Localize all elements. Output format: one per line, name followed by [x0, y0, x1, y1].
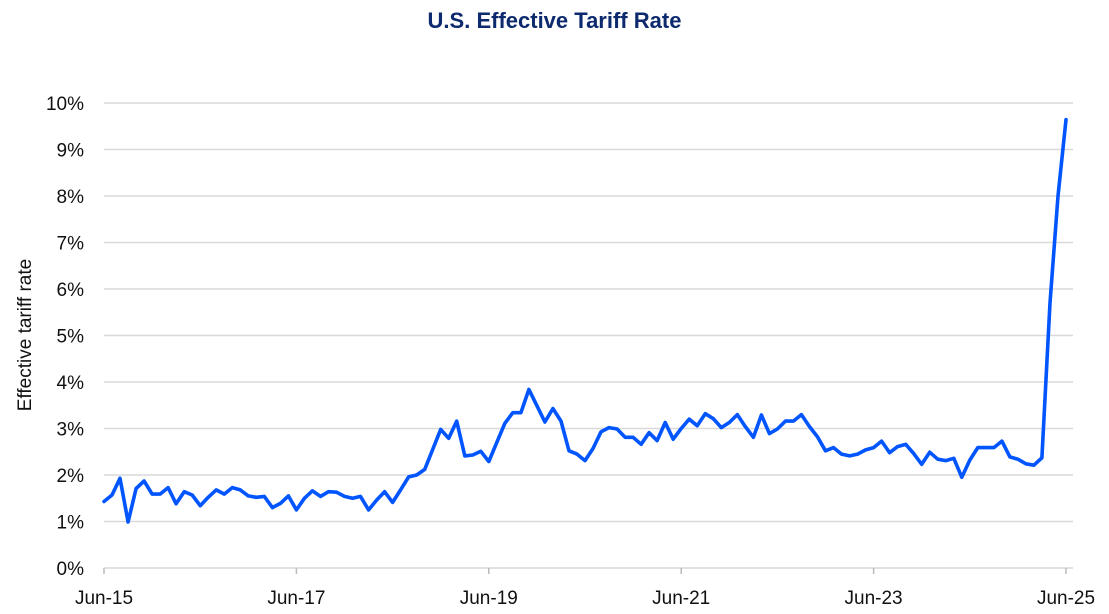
x-tick-label: Jun-17: [267, 588, 325, 609]
chart-title: U.S. Effective Tariff Rate: [427, 8, 682, 33]
y-axis-label: Effective tariff rate: [15, 259, 36, 411]
y-tick-label: 7%: [57, 234, 85, 255]
x-tick-label: Jun-15: [75, 588, 133, 609]
series-line: [102, 117, 1068, 524]
y-tick-label: 10%: [46, 94, 84, 115]
y-tick-label: 5%: [57, 327, 85, 348]
x-tick-label: Jun-25: [1037, 588, 1095, 609]
y-tick-label: 0%: [57, 559, 85, 580]
x-axis-ticks: Jun-15 Jun-17 Jun-19 Jun-21 Jun-23 Jun-25: [75, 568, 1095, 609]
y-tick-label: 1%: [57, 513, 85, 534]
x-tick-label: Jun-21: [652, 588, 710, 609]
y-tick-label: 4%: [57, 373, 85, 394]
x-tick-label: Jun-19: [460, 588, 518, 609]
data-points: [103, 119, 1067, 523]
y-tick-label: 6%: [57, 280, 85, 301]
y-tick-label: 8%: [57, 187, 85, 208]
y-tick-label: 3%: [57, 420, 85, 441]
y-tick-label: 9%: [57, 141, 85, 162]
y-axis-ticks: 0% 1% 2% 3% 4% 5% 6% 7% 8% 9% 10%: [46, 94, 84, 580]
gridlines: [104, 102, 1073, 569]
x-tick-label: Jun-23: [845, 588, 903, 609]
y-tick-label: 2%: [57, 466, 85, 487]
